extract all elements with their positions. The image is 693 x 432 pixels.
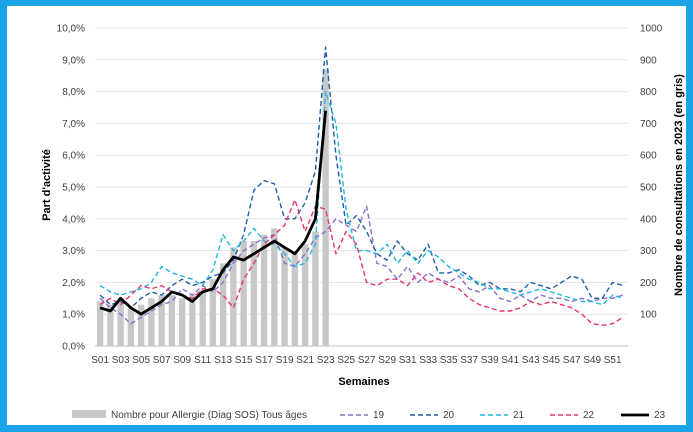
right-axis-ticks: 100 200 300 400 500 600 700 800 900 1000: [640, 24, 663, 321]
bar: [271, 228, 278, 346]
right-tick-label: 400: [640, 214, 657, 225]
x-tick-label: S41: [501, 355, 519, 366]
x-tick-label: S37: [460, 355, 478, 366]
legend-swatch-bars: [72, 410, 106, 418]
right-tick-label: 900: [640, 55, 657, 66]
left-tick-label: 1,0%: [62, 310, 85, 321]
legend-label-22: 22: [583, 410, 595, 421]
left-axis-ticks: 0,0% 1,0% 2,0% 3,0% 4,0% 5,0% 6,0% 7,0% 8,0% 9,0%…: [57, 24, 85, 353]
bar: [96, 301, 104, 346]
legend-label-21: 21: [513, 410, 525, 421]
left-tick-label: 3,0%: [62, 246, 85, 257]
bar: [178, 298, 186, 346]
bar: [301, 244, 309, 346]
x-tick-label: S29: [378, 355, 396, 366]
legend: Nombre pour Allergie (Diag SOS) Tous âge…: [72, 410, 666, 421]
x-tick-label: S09: [173, 355, 191, 366]
right-tick-label: 300: [640, 246, 657, 257]
right-tick-label: 700: [640, 119, 657, 130]
legend-label-19: 19: [373, 410, 385, 421]
bar: [168, 295, 176, 346]
bar: [291, 253, 299, 346]
bar: [158, 295, 165, 346]
bar: [209, 279, 217, 346]
x-tick-label: S43: [522, 355, 540, 366]
x-tick-label: S15: [235, 355, 253, 366]
bar: [137, 304, 145, 346]
x-tick-label: S23: [317, 355, 335, 366]
series-line-20: [99, 46, 624, 309]
x-tick-label: S25: [337, 355, 355, 366]
x-tick-label: S31: [399, 355, 417, 366]
x-tick-label: S51: [604, 355, 622, 366]
right-tick-label: 500: [640, 183, 657, 194]
right-tick-label: 800: [640, 87, 657, 98]
x-tick-label: S45: [542, 355, 560, 366]
x-tick-label: S39: [481, 355, 499, 366]
x-tick-label: S03: [112, 355, 130, 366]
right-tick-label: 200: [640, 278, 657, 289]
x-tick-label: S35: [440, 355, 458, 366]
bar: [230, 247, 237, 346]
y-axis-right-title: Nombre de consultations en 2023 (en gris…: [673, 74, 685, 296]
x-tick-label: S05: [132, 355, 150, 366]
bar: [148, 298, 155, 346]
left-tick-label: 7,0%: [62, 119, 85, 130]
x-tick-label: S01: [91, 355, 109, 366]
x-tick-label: S47: [563, 355, 581, 366]
left-tick-label: 8,0%: [62, 87, 85, 98]
bar: [260, 234, 268, 346]
bar-series: [96, 69, 329, 346]
x-tick-label: S17: [255, 355, 273, 366]
left-tick-label: 0,0%: [62, 342, 85, 353]
right-tick-label: 600: [640, 151, 657, 162]
legend-label-bars: Nombre pour Allergie (Diag SOS) Tous âge…: [111, 410, 307, 421]
x-tick-label: S21: [296, 355, 314, 366]
bar: [281, 247, 288, 346]
legend-label-20: 20: [443, 410, 455, 421]
bar: [312, 231, 319, 346]
left-tick-label: 6,0%: [62, 151, 85, 162]
x-tick-label: S13: [214, 355, 232, 366]
right-tick-label: 100: [640, 310, 657, 321]
bar: [117, 298, 124, 346]
left-tick-label: 9,0%: [62, 55, 85, 66]
series-line-22: [99, 198, 624, 326]
bar: [322, 69, 329, 346]
bar: [240, 241, 247, 346]
x-axis-title: Semaines: [338, 376, 389, 388]
series-line-19: [99, 205, 624, 325]
bar: [127, 307, 135, 346]
bar: [107, 304, 114, 346]
x-tick-label: S11: [194, 355, 211, 366]
bar: [189, 293, 196, 346]
x-tick-label: S19: [276, 355, 294, 366]
x-tick-label: S07: [153, 355, 171, 366]
legend-label-23: 23: [654, 410, 666, 421]
x-tick-label: S33: [419, 355, 437, 366]
x-tick-label: S49: [583, 355, 601, 366]
y-axis-left-title: Part d'activité: [41, 149, 53, 221]
left-tick-label: 4,0%: [62, 214, 85, 225]
bar: [219, 263, 227, 346]
right-tick-label: 1000: [640, 24, 663, 35]
left-tick-label: 10,0%: [57, 24, 85, 35]
series-line-23: [99, 110, 327, 316]
left-tick-label: 2,0%: [62, 278, 85, 289]
left-tick-label: 5,0%: [62, 183, 85, 194]
bar: [250, 241, 258, 346]
line-series: [99, 46, 624, 326]
series-line-21: [99, 90, 624, 306]
x-axis-ticks: S01 S03 S05 S07 S09 S11 S13 S15 S17 S19 S21 S23 S25 S…: [91, 355, 622, 366]
x-tick-label: S27: [358, 355, 376, 366]
bar: [199, 290, 206, 346]
